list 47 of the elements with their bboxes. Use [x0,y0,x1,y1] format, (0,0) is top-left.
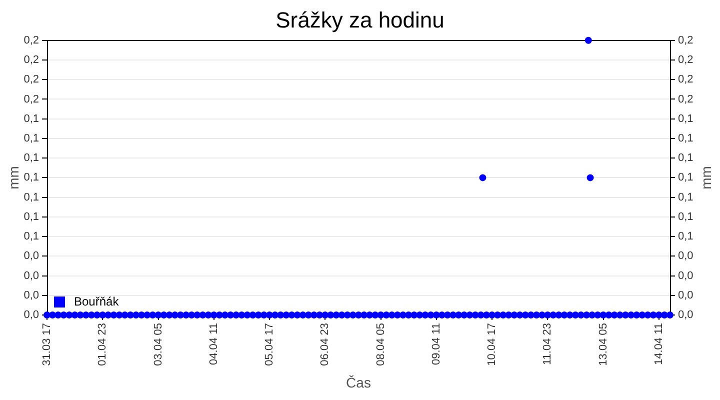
x-axis-title: Čas [346,374,371,390]
y2-tick-label: 0,0 [678,289,694,302]
y-tick-label: 0,2 [24,54,39,66]
chart-title: Srážky za hodinu [276,7,444,32]
y2-tick-label: 0,1 [678,172,694,184]
y-tick-label: 0,1 [24,191,39,204]
y-tick-label: 0,2 [24,34,39,46]
y2-tick-label: 0,2 [678,54,694,66]
y-tick-label: 0,0 [24,289,39,302]
y-tick-label: 0,0 [24,270,39,282]
x-tick-label: 08.04 05 [374,323,387,366]
legend-label: Bouřňák [74,294,120,308]
x-tick-label: 09.04 11 [430,323,442,366]
x-tick-label: 11.04 23 [542,323,554,366]
x-tick-label: 06.04 23 [319,323,332,366]
x-tick-label: 01.04 23 [96,323,109,366]
x-tick-label: 05.04 17 [264,323,276,366]
y2-tick-label: 0,0 [678,270,694,282]
y-tick-label: 0,0 [24,309,39,322]
y-tick-label: 0,1 [24,112,39,125]
y2-tick-label: 0,1 [678,132,694,145]
y-tick-label: 0,2 [24,74,39,86]
y2-tick-label: 0,0 [678,309,694,322]
y2-tick-label: 0,1 [678,191,694,204]
y-tick-label: 0,2 [24,93,39,106]
x-tick-label: 04.04 11 [208,323,220,366]
x-tick-label: 10.04 17 [486,323,498,366]
x-tick-label: 14.04 11 [652,323,665,366]
y2-tick-label: 0,1 [678,230,694,243]
y-axis-title: mm [5,166,22,190]
y-tick-label: 0,1 [24,172,39,184]
y2-tick-label: 0,1 [678,152,694,164]
y2-tick-label: 0,1 [678,210,694,223]
y2-tick-label: 0,2 [678,34,694,46]
y-tick-label: 0,1 [24,152,39,164]
x-tick-label: 31.03 17 [41,323,54,366]
y-tick-label: 0,1 [24,210,39,223]
y2-tick-label: 0,0 [678,250,694,262]
y2-axis-title: mm [698,166,714,190]
x-tick-label: 13.04 05 [597,323,610,366]
x-tick-label: 03.04 05 [152,323,164,366]
y-tick-label: 0,0 [24,250,39,262]
y2-tick-label: 0,2 [678,74,694,86]
y2-tick-label: 0,2 [678,93,694,106]
y-tick-label: 0,1 [24,132,39,145]
y-tick-label: 0,1 [24,230,39,243]
y2-tick-label: 0,1 [678,112,694,125]
